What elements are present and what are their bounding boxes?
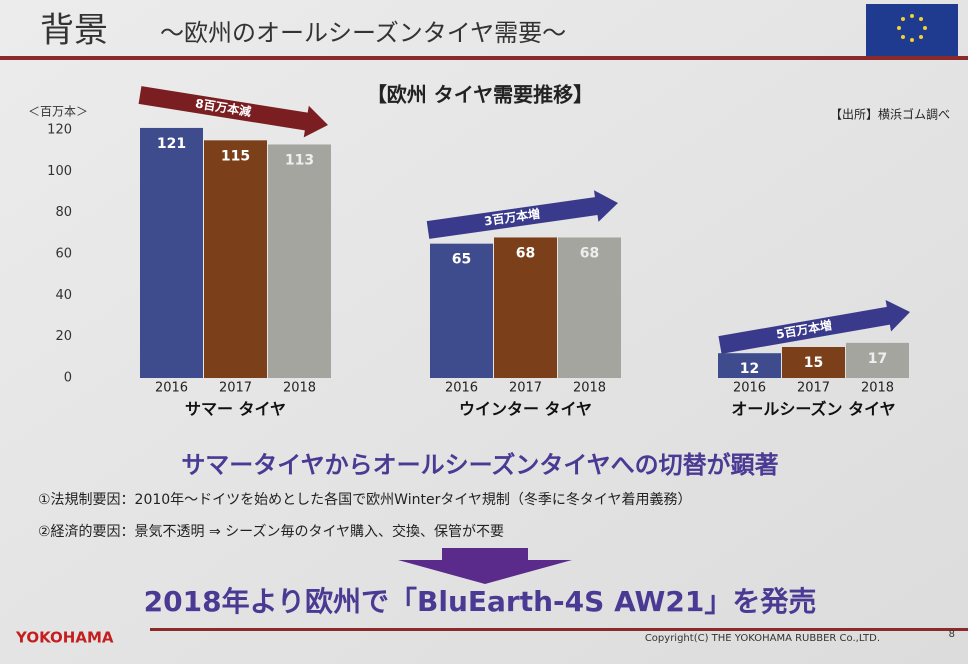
value-label: 121 [157, 136, 186, 152]
y-tick-label: 120 [47, 123, 72, 138]
down-arrow [398, 548, 572, 584]
page-number: 8 [949, 629, 955, 640]
value-label: 65 [452, 252, 471, 268]
title-rule [0, 56, 968, 60]
bar [204, 140, 267, 378]
bar [558, 237, 621, 378]
x-tick-label: 2018 [861, 381, 894, 396]
x-tick-label: 2016 [445, 381, 478, 396]
flag-stars [897, 14, 927, 42]
group-label: サマー タイヤ [185, 400, 286, 419]
source-note: 【出所】横浜ゴム調べ [830, 107, 950, 122]
value-label: 12 [740, 361, 759, 377]
x-tick-label: 2018 [573, 381, 606, 396]
x-tick-label: 2017 [219, 381, 252, 396]
value-label: 115 [221, 148, 250, 164]
conclusion: 2018年より欧州で「BluEarth-4S AW21」を発売 [144, 585, 817, 618]
chart-title: 【欧州 タイヤ需要推移】 [367, 83, 593, 107]
group-label: ウインター タイヤ [459, 400, 592, 419]
slide-subtitle: ～欧州のオールシーズンタイヤ需要～ [160, 19, 566, 47]
y-axis-label: ＜百万本＞ [28, 105, 88, 119]
value-label: 113 [285, 152, 314, 168]
trend-arrow [138, 86, 328, 138]
point: ①法規制要因：2010年～ドイツを始めとした各国で欧州Winterタイヤ規制（冬… [38, 491, 692, 508]
footer-rule [150, 628, 968, 631]
value-label: 68 [580, 245, 599, 261]
bar [140, 127, 203, 378]
x-tick-label: 2017 [509, 381, 542, 396]
value-label: 15 [804, 355, 823, 371]
y-tick-label: 60 [55, 247, 72, 262]
group-label: オールシーズン タイヤ [731, 400, 895, 419]
logo: YOKOHAMA [15, 629, 114, 647]
y-tick-label: 0 [64, 371, 72, 386]
y-tick-label: 100 [47, 164, 72, 179]
bar [430, 243, 493, 378]
y-tick-label: 40 [55, 288, 72, 303]
value-label: 17 [868, 351, 887, 367]
bar [782, 347, 845, 378]
x-tick-label: 2016 [155, 381, 188, 396]
bar [268, 144, 331, 378]
x-tick-label: 2018 [283, 381, 316, 396]
x-tick-label: 2016 [733, 381, 766, 396]
bar [846, 342, 909, 378]
slide-title: 背景 [40, 11, 108, 51]
eu-flag [866, 4, 958, 56]
copyright: Copyright(C) THE YOKOHAMA RUBBER Co.,LTD… [645, 633, 880, 644]
point: ②経済的要因：景気不透明 ⇒ シーズン毎のタイヤ購入、交換、保管が不要 [38, 523, 504, 540]
headline: サマータイヤからオールシーズンタイヤへの切替が顕著 [181, 451, 778, 479]
x-tick-label: 2017 [797, 381, 830, 396]
y-tick-label: 20 [55, 329, 72, 344]
trend-arrow [426, 190, 618, 239]
value-label: 68 [516, 245, 535, 261]
bar [494, 237, 557, 378]
trend-arrow [718, 300, 910, 354]
bar [718, 353, 781, 378]
y-tick-label: 80 [55, 205, 72, 220]
